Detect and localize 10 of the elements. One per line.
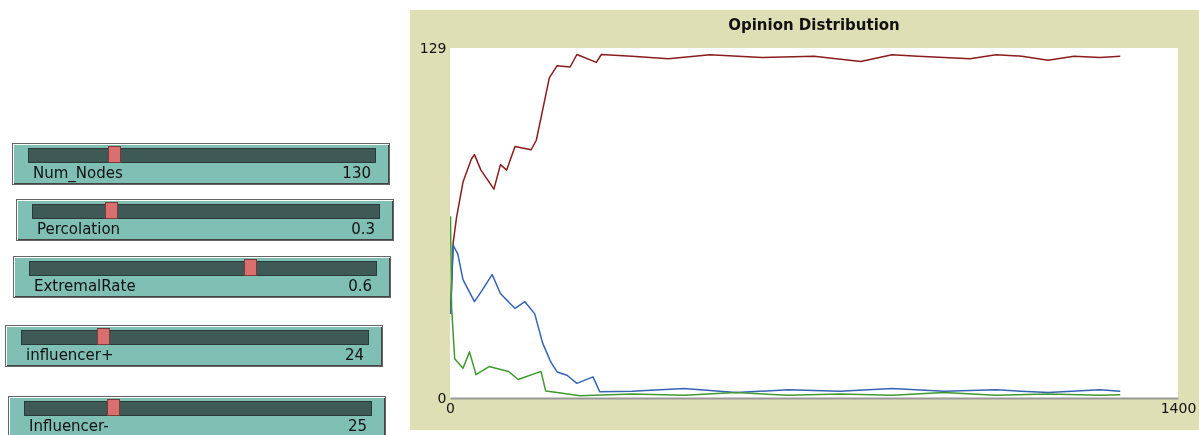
line-series [450, 244, 1122, 394]
y-tick-label: 129 [419, 39, 447, 56]
chart-title: Opinion Distribution [728, 16, 900, 34]
x-tick-label: 1400 [1160, 399, 1197, 416]
line-series [450, 215, 1122, 397]
slider: ExtremalRate 0.6 [13, 256, 391, 298]
slider: Influencer- 25 [8, 396, 386, 435]
slider: influencer+ 24 [5, 325, 383, 367]
slider: Percolation 0.3 [16, 199, 394, 241]
slider: Num_Nodes 130 [12, 143, 390, 185]
